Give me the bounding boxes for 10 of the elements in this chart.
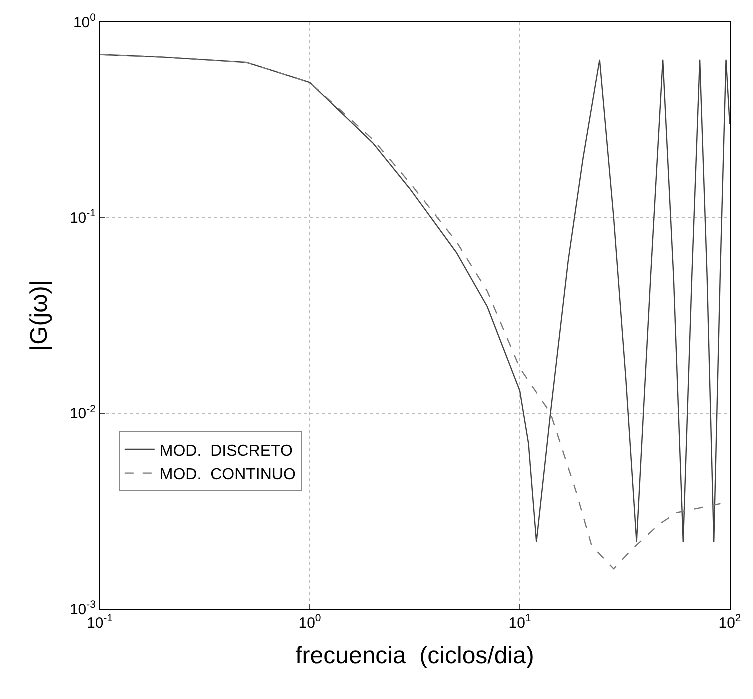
y-axis-title: |G(jω)|: [26, 280, 54, 352]
y-tick-label: 10$^{-2}$: [70, 403, 96, 423]
x-tick-label: 10$^{1}$: [508, 612, 532, 632]
x-axis-title: frecuencia (ciclos/dia): [296, 642, 534, 670]
x-tick-label: 10$^{0}$: [298, 612, 322, 632]
y-tick-label: 10$^{-1}$: [70, 208, 96, 227]
legend-label: MOD. DISCRETO: [160, 442, 293, 460]
x-tick-label: 10$^{2}$: [718, 612, 742, 632]
y-tick-label: 10$^{0}$: [73, 12, 96, 32]
legend-label: MOD. CONTINUO: [160, 466, 296, 484]
